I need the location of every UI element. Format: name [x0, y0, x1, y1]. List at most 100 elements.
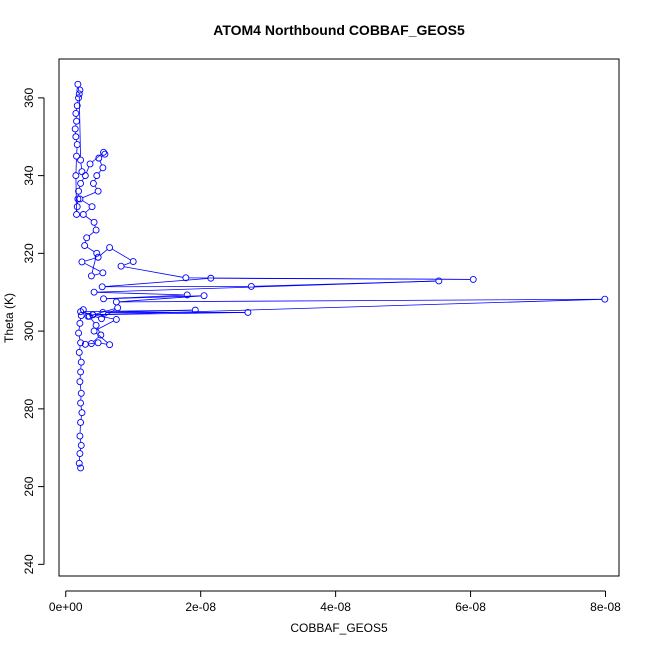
data-point [72, 172, 80, 180]
data-point [247, 282, 255, 290]
data-point [76, 378, 84, 386]
x-tick-label: 2e-08 [185, 600, 216, 614]
series-line-segment [85, 215, 92, 221]
series-line-segment [123, 262, 131, 266]
series-line-segment [96, 320, 114, 331]
y-tick-label: 360 [22, 88, 36, 108]
data-point [72, 109, 80, 117]
data-point [244, 308, 252, 316]
data-point [92, 226, 100, 234]
data-point [79, 211, 87, 218]
data-point [77, 389, 85, 397]
series-line-segment [82, 200, 90, 206]
chart-title: ATOM4 Northbound COBBAF_GEOS5 [213, 22, 465, 38]
data-point [98, 283, 106, 291]
series-line-segment [106, 294, 185, 300]
series-line-segment [105, 309, 193, 313]
data-point [76, 195, 84, 203]
series-line-segment [94, 185, 97, 189]
data-point [78, 258, 86, 266]
series-line-segment [90, 308, 115, 316]
series-line-segment [119, 295, 202, 303]
series-line-segment [80, 415, 82, 420]
series-line-segment [86, 246, 95, 253]
series-line-segment [123, 266, 183, 278]
series-line-segment [98, 169, 102, 174]
data-point [74, 195, 82, 203]
data-point [99, 269, 107, 277]
series-line-segment [85, 208, 91, 213]
data-point [76, 319, 84, 327]
series-line-segment [105, 278, 208, 287]
data-point [77, 156, 85, 164]
data-point [182, 274, 190, 282]
data-point [76, 86, 84, 94]
x-tick-label: 0e+00 [49, 600, 83, 614]
data-point [112, 315, 120, 323]
series-line-segment [79, 345, 81, 350]
series-line-segment [99, 160, 103, 166]
data-point [90, 327, 98, 335]
series-line-segment [111, 248, 131, 261]
series-line-segment [75, 178, 77, 212]
data-point [95, 154, 103, 162]
plot-frame [58, 58, 620, 577]
data-point [73, 152, 80, 160]
data-point [90, 288, 98, 296]
data-point [73, 211, 80, 218]
data-point [72, 133, 80, 141]
data-point [87, 272, 95, 280]
data-point [112, 298, 120, 306]
data-point [100, 148, 107, 156]
data-point [77, 308, 85, 316]
data-point [75, 94, 83, 102]
data-point [97, 331, 105, 339]
series-line-segment [82, 191, 96, 199]
y-axis: 240 260 280 300 320 340 360 [22, 88, 45, 574]
data-point [77, 358, 85, 366]
data-point [75, 349, 83, 356]
y-tick-label: 300 [22, 321, 36, 341]
data-point [183, 291, 191, 299]
data-point [77, 441, 85, 449]
plot-area [71, 80, 609, 472]
data-point [75, 90, 83, 98]
data-point [98, 315, 105, 323]
series-line-segment [78, 326, 80, 331]
data-point [601, 295, 609, 303]
y-tick-label: 320 [22, 243, 36, 263]
y-tick-label: 260 [22, 476, 36, 496]
data-point [71, 125, 79, 133]
data-point [74, 80, 82, 88]
data-point [207, 274, 215, 282]
y-tick-label: 280 [22, 399, 36, 419]
data-point [106, 341, 114, 349]
data-point [84, 312, 92, 320]
data-point [78, 168, 86, 176]
data-point [77, 312, 85, 320]
data-point [78, 409, 86, 417]
series-line-segment [79, 384, 82, 391]
data-point [93, 172, 101, 180]
series-line-segment [90, 318, 95, 324]
data-point [88, 203, 96, 211]
data-point [77, 399, 85, 407]
series-line-segment [103, 309, 116, 318]
series-line-segment [94, 273, 101, 276]
data-point [81, 340, 89, 348]
data-point [77, 368, 85, 376]
data-point [94, 187, 102, 195]
data-point [73, 203, 81, 211]
data-point [94, 339, 102, 347]
series-line-segment [79, 355, 82, 360]
series-line-segment [86, 166, 90, 173]
data-point [77, 419, 85, 426]
data-point [92, 321, 100, 329]
x-tick-label: 6e-08 [455, 600, 486, 614]
series-line-segment [93, 336, 99, 342]
data-point [77, 464, 85, 472]
series-line-segment [80, 163, 82, 169]
data-point [94, 253, 102, 261]
data-point [73, 102, 81, 110]
data-point [83, 234, 91, 242]
